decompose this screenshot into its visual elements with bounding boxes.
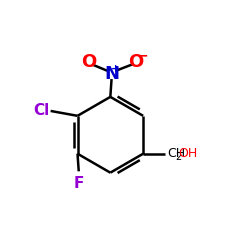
Text: N: N bbox=[104, 65, 119, 83]
Text: Cl: Cl bbox=[33, 104, 50, 118]
Text: F: F bbox=[74, 176, 84, 191]
Text: −: − bbox=[136, 48, 148, 62]
Text: O: O bbox=[128, 53, 144, 71]
Text: OH: OH bbox=[178, 147, 198, 160]
Text: 2: 2 bbox=[176, 152, 182, 162]
Text: +: + bbox=[111, 64, 120, 74]
Text: O: O bbox=[81, 53, 96, 71]
Text: CH: CH bbox=[168, 147, 186, 160]
